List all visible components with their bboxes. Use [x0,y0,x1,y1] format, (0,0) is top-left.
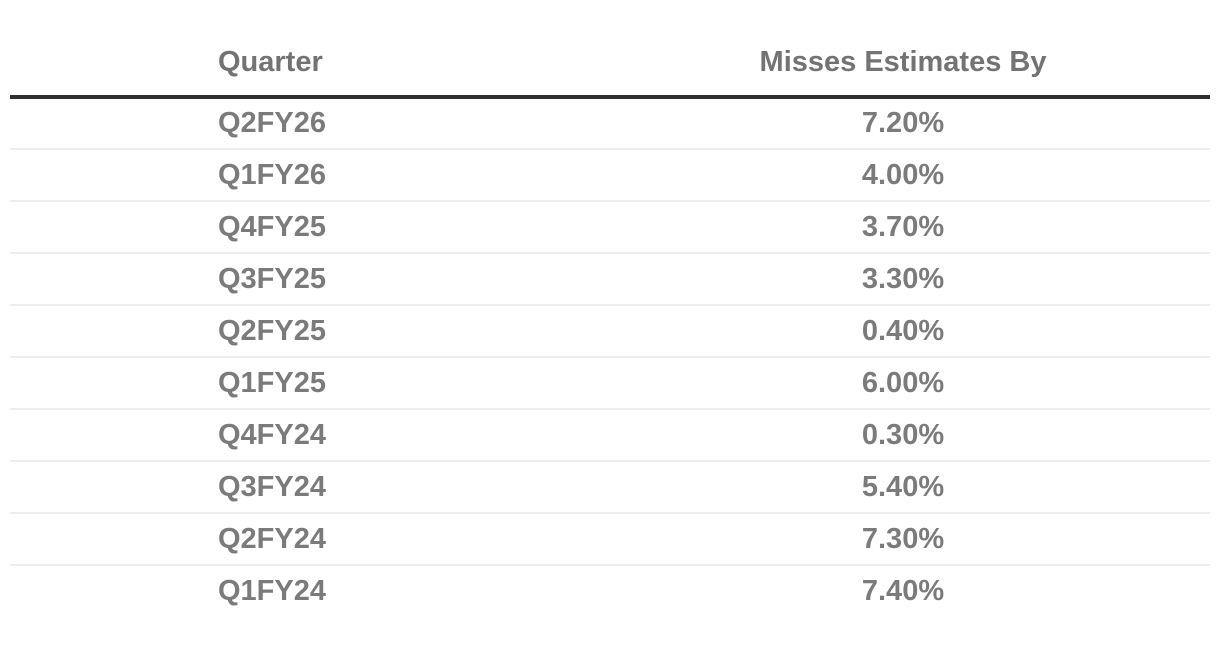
quarter-cell: Q1FY24 [218,575,326,607]
table-header-row: Quarter Misses Estimates By [10,30,1210,99]
table-row: Q1FY24 7.40% [10,565,1210,617]
quarter-cell: Q4FY25 [10,201,596,254]
quarter-cell: Q4FY24 [10,409,596,462]
quarter-cell: Q3FY24 [10,461,596,514]
quarter-cell: Q1FY25 [10,357,596,410]
table-row: Q4FY25 3.70% [10,201,1210,254]
miss-value-cell: 0.30% [596,409,1210,462]
miss-value-cell: 5.40% [596,461,1210,514]
table-row: Q2FY25 0.40% [10,305,1210,358]
table-row: Q2FY26 7.20% [10,97,1210,150]
miss-value-cell: 0.40% [596,305,1210,358]
miss-value-cell: 7.40% [861,575,945,607]
table-row: Q4FY24 0.30% [10,409,1210,462]
table-row: Q1FY26 4.00% [10,149,1210,202]
column-header-quarter: Quarter [10,30,596,99]
miss-value-cell: 4.00% [596,149,1210,202]
misses-estimates-table: Quarter Misses Estimates By Q2FY26 7.20%… [10,30,1210,617]
miss-value-cell: 6.00% [596,357,1210,410]
quarter-cell: Q1FY26 [10,149,596,202]
quarter-cell: Q2FY26 [10,97,596,150]
miss-value-cell: 3.30% [596,253,1210,306]
table-row: Q3FY25 3.30% [10,253,1210,306]
table-row: Q1FY25 6.00% [10,357,1210,410]
miss-value-cell: 3.70% [596,201,1210,254]
miss-value-cell: 7.30% [596,513,1210,566]
quarter-cell: Q3FY25 [10,253,596,306]
misses-estimates-section: Quarter Misses Estimates By Q2FY26 7.20%… [10,0,1210,617]
column-header-misses-estimates-by: Misses Estimates By [596,30,1210,99]
table-row: Q3FY24 5.40% [10,461,1210,514]
quarter-cell: Q2FY25 [10,305,596,358]
table-row: Q2FY24 7.30% [10,513,1210,566]
quarter-cell: Q2FY24 [10,513,596,566]
miss-value-cell: 7.20% [596,97,1210,150]
